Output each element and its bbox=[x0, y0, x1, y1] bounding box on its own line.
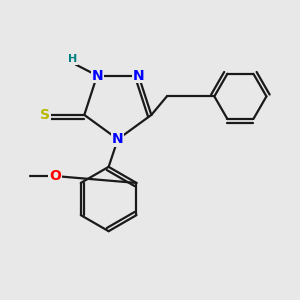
Text: N: N bbox=[91, 68, 103, 83]
Text: N: N bbox=[133, 68, 144, 83]
Text: N: N bbox=[112, 132, 124, 146]
Text: H: H bbox=[68, 54, 77, 64]
Text: O: O bbox=[49, 169, 61, 183]
Text: S: S bbox=[40, 108, 50, 122]
